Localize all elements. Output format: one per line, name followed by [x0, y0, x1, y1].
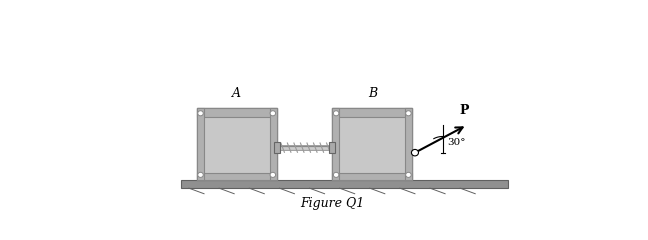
Bar — [196, 108, 277, 117]
Bar — [181, 180, 508, 188]
Bar — [332, 108, 412, 180]
Circle shape — [198, 111, 203, 116]
Text: B: B — [367, 87, 377, 100]
Circle shape — [411, 150, 419, 156]
Bar — [332, 108, 340, 180]
Bar — [405, 108, 412, 180]
Text: P: P — [460, 104, 469, 117]
Circle shape — [333, 172, 339, 177]
Circle shape — [333, 111, 339, 116]
Text: A: A — [232, 87, 241, 100]
Bar — [332, 108, 412, 117]
Text: 30°: 30° — [448, 138, 466, 147]
Circle shape — [406, 111, 411, 116]
Bar — [332, 173, 412, 180]
Bar — [270, 108, 277, 180]
Text: Figure Q1: Figure Q1 — [300, 197, 364, 210]
Bar — [196, 108, 277, 180]
Bar — [196, 173, 277, 180]
Circle shape — [270, 172, 275, 177]
Bar — [274, 142, 280, 153]
Bar — [329, 142, 335, 153]
Circle shape — [406, 172, 411, 177]
Circle shape — [270, 111, 275, 116]
Circle shape — [198, 172, 203, 177]
Bar — [196, 108, 203, 180]
